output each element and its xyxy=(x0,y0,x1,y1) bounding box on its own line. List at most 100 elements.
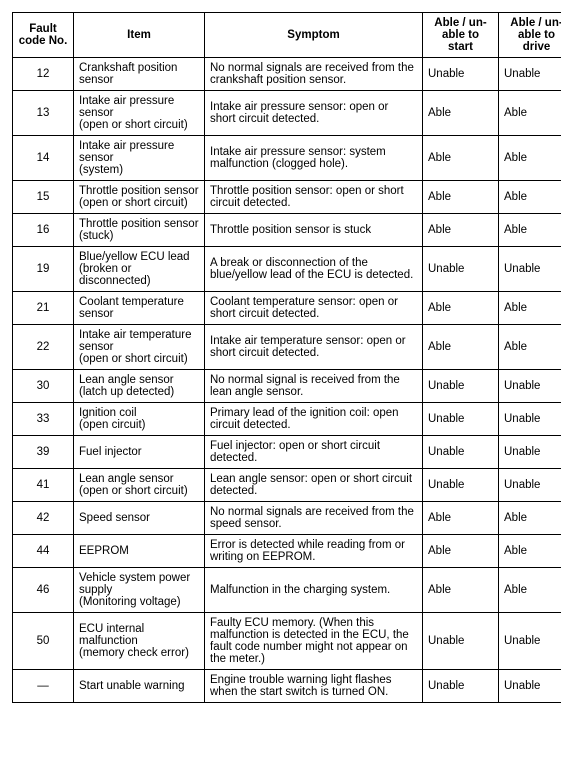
cell-symptom: Throttle position sensor is stuck xyxy=(205,214,423,247)
cell-code: 12 xyxy=(13,58,74,91)
cell-drive: Unable xyxy=(499,403,561,436)
cell-start: Able xyxy=(423,214,499,247)
cell-start: Unable xyxy=(423,670,499,703)
table-row: 50ECU internal malfunction (memory check… xyxy=(13,613,561,670)
cell-code: 14 xyxy=(13,136,74,181)
cell-item: Vehicle system power supply (Monitoring … xyxy=(74,568,205,613)
cell-item: Fuel injector xyxy=(74,436,205,469)
cell-item: Intake air pressure sensor (system) xyxy=(74,136,205,181)
cell-symptom: Engine trouble warning light flashes whe… xyxy=(205,670,423,703)
cell-drive: Able xyxy=(499,136,561,181)
cell-start: Unable xyxy=(423,403,499,436)
cell-symptom: Coolant temperature sensor: open or shor… xyxy=(205,292,423,325)
table-row: 41Lean angle sensor (open or short circu… xyxy=(13,469,561,502)
cell-symptom: Intake air pressure sensor: open or shor… xyxy=(205,91,423,136)
cell-item: Throttle position sensor (stuck) xyxy=(74,214,205,247)
cell-item: EEPROM xyxy=(74,535,205,568)
table-row: 15Throttle position sensor (open or shor… xyxy=(13,181,561,214)
table-header-row: Fault code No. Item Symptom Able / un-ab… xyxy=(13,13,561,58)
cell-drive: Unable xyxy=(499,670,561,703)
cell-item: Intake air pressure sensor (open or shor… xyxy=(74,91,205,136)
cell-item: Lean angle sensor (open or short circuit… xyxy=(74,469,205,502)
table-row: 12Crankshaft position sensorNo normal si… xyxy=(13,58,561,91)
header-item: Item xyxy=(74,13,205,58)
cell-drive: Able xyxy=(499,568,561,613)
cell-code: — xyxy=(13,670,74,703)
cell-symptom: No normal signals are received from the … xyxy=(205,502,423,535)
cell-symptom: Faulty ECU memory. (When this malfunctio… xyxy=(205,613,423,670)
table-row: 33Ignition coil (open circuit)Primary le… xyxy=(13,403,561,436)
fault-code-table: Fault code No. Item Symptom Able / un-ab… xyxy=(12,12,561,703)
cell-drive: Unable xyxy=(499,370,561,403)
cell-symptom: Throttle position sensor: open or short … xyxy=(205,181,423,214)
cell-code: 50 xyxy=(13,613,74,670)
cell-drive: Unable xyxy=(499,469,561,502)
cell-drive: Able xyxy=(499,214,561,247)
cell-symptom: Malfunction in the charging system. xyxy=(205,568,423,613)
cell-symptom: No normal signal is received from the le… xyxy=(205,370,423,403)
cell-drive: Able xyxy=(499,292,561,325)
cell-drive: Able xyxy=(499,502,561,535)
cell-item: Blue/yellow ECU lead (broken or disconne… xyxy=(74,247,205,292)
cell-item: Speed sensor xyxy=(74,502,205,535)
table-row: 42Speed sensorNo normal signals are rece… xyxy=(13,502,561,535)
cell-drive: Unable xyxy=(499,436,561,469)
cell-code: 13 xyxy=(13,91,74,136)
cell-item: Start unable warning xyxy=(74,670,205,703)
header-start: Able / un-able to start xyxy=(423,13,499,58)
cell-item: Crankshaft position sensor xyxy=(74,58,205,91)
cell-symptom: A break or disconnection of the blue/yel… xyxy=(205,247,423,292)
cell-code: 39 xyxy=(13,436,74,469)
cell-start: Able xyxy=(423,91,499,136)
table-row: 46Vehicle system power supply (Monitorin… xyxy=(13,568,561,613)
cell-item: ECU internal malfunction (memory check e… xyxy=(74,613,205,670)
table-row: 39Fuel injectorFuel injector: open or sh… xyxy=(13,436,561,469)
cell-start: Able xyxy=(423,568,499,613)
header-drive: Able / un-able to drive xyxy=(499,13,561,58)
cell-code: 30 xyxy=(13,370,74,403)
header-code: Fault code No. xyxy=(13,13,74,58)
table-row: 19Blue/yellow ECU lead (broken or discon… xyxy=(13,247,561,292)
cell-item: Ignition coil (open circuit) xyxy=(74,403,205,436)
table-row: —Start unable warningEngine trouble warn… xyxy=(13,670,561,703)
cell-item: Coolant temperature sensor xyxy=(74,292,205,325)
table-row: 44EEPROMError is detected while reading … xyxy=(13,535,561,568)
cell-code: 33 xyxy=(13,403,74,436)
table-row: 21Coolant temperature sensorCoolant temp… xyxy=(13,292,561,325)
cell-symptom: Fuel injector: open or short circuit det… xyxy=(205,436,423,469)
cell-start: Unable xyxy=(423,613,499,670)
cell-start: Able xyxy=(423,181,499,214)
cell-code: 21 xyxy=(13,292,74,325)
cell-drive: Unable xyxy=(499,613,561,670)
cell-item: Throttle position sensor (open or short … xyxy=(74,181,205,214)
cell-code: 19 xyxy=(13,247,74,292)
cell-symptom: Primary lead of the ignition coil: open … xyxy=(205,403,423,436)
cell-start: Able xyxy=(423,136,499,181)
cell-symptom: Intake air temperature sensor: open or s… xyxy=(205,325,423,370)
header-symptom: Symptom xyxy=(205,13,423,58)
cell-drive: Able xyxy=(499,181,561,214)
cell-code: 46 xyxy=(13,568,74,613)
cell-symptom: Intake air pressure sensor: system malfu… xyxy=(205,136,423,181)
cell-start: Able xyxy=(423,292,499,325)
cell-start: Unable xyxy=(423,247,499,292)
cell-start: Unable xyxy=(423,58,499,91)
table-row: 30Lean angle sensor (latch up detected)N… xyxy=(13,370,561,403)
cell-start: Unable xyxy=(423,370,499,403)
cell-item: Intake air temperature sensor (open or s… xyxy=(74,325,205,370)
cell-item: Lean angle sensor (latch up detected) xyxy=(74,370,205,403)
cell-drive: Unable xyxy=(499,58,561,91)
cell-drive: Able xyxy=(499,535,561,568)
cell-symptom: Error is detected while reading from or … xyxy=(205,535,423,568)
cell-symptom: Lean angle sensor: open or short circuit… xyxy=(205,469,423,502)
cell-drive: Unable xyxy=(499,247,561,292)
table-row: 14Intake air pressure sensor (system)Int… xyxy=(13,136,561,181)
table-body: 12Crankshaft position sensorNo normal si… xyxy=(13,58,561,703)
cell-drive: Able xyxy=(499,91,561,136)
cell-start: Unable xyxy=(423,436,499,469)
cell-code: 42 xyxy=(13,502,74,535)
table-row: 16Throttle position sensor (stuck)Thrott… xyxy=(13,214,561,247)
cell-code: 16 xyxy=(13,214,74,247)
cell-symptom: No normal signals are received from the … xyxy=(205,58,423,91)
cell-start: Able xyxy=(423,325,499,370)
